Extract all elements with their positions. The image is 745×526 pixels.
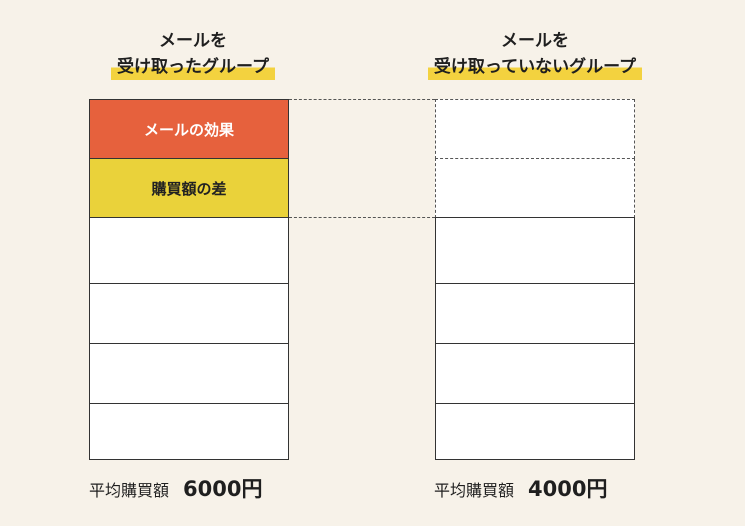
empty-difference-placeholder <box>435 158 635 218</box>
base-block <box>90 218 288 284</box>
bottom-dashed-connector <box>289 217 435 218</box>
purchase-difference-label: 購買額の差 <box>151 179 227 198</box>
not-received-average-label: 平均購買額 <box>434 481 515 500</box>
not-received-group-title: メールを 受け取っていないグループ <box>400 28 670 80</box>
base-block <box>435 283 635 344</box>
not-received-group-stack <box>435 99 635 460</box>
received-group-stack: メールの効果 購買額の差 <box>89 99 289 460</box>
received-average: 平均購買額 6000円 <box>89 473 262 503</box>
email-effect-segment: メールの効果 <box>90 100 288 159</box>
received-group-title: メールを 受け取ったグループ <box>88 28 298 80</box>
base-block <box>90 284 288 344</box>
received-average-value: 6000円 <box>183 477 263 501</box>
not-received-group-title-line1: メールを <box>501 31 569 51</box>
received-group-title-line2: 受け取ったグループ <box>111 54 275 80</box>
top-dashed-connector <box>289 99 435 100</box>
not-received-average: 平均購買額 4000円 <box>434 473 607 503</box>
base-block <box>435 403 635 460</box>
base-block <box>435 217 635 284</box>
received-group-title-line1: メールを <box>159 31 227 51</box>
not-received-average-value: 4000円 <box>528 477 608 501</box>
base-block <box>435 343 635 404</box>
email-effect-label: メールの効果 <box>143 120 234 139</box>
purchase-difference-segment: 購買額の差 <box>90 159 288 218</box>
base-block <box>90 404 288 459</box>
received-average-label: 平均購買額 <box>89 481 170 500</box>
base-block <box>90 344 288 404</box>
empty-effect-placeholder <box>435 99 635 159</box>
not-received-group-title-line2: 受け取っていないグループ <box>427 54 643 80</box>
